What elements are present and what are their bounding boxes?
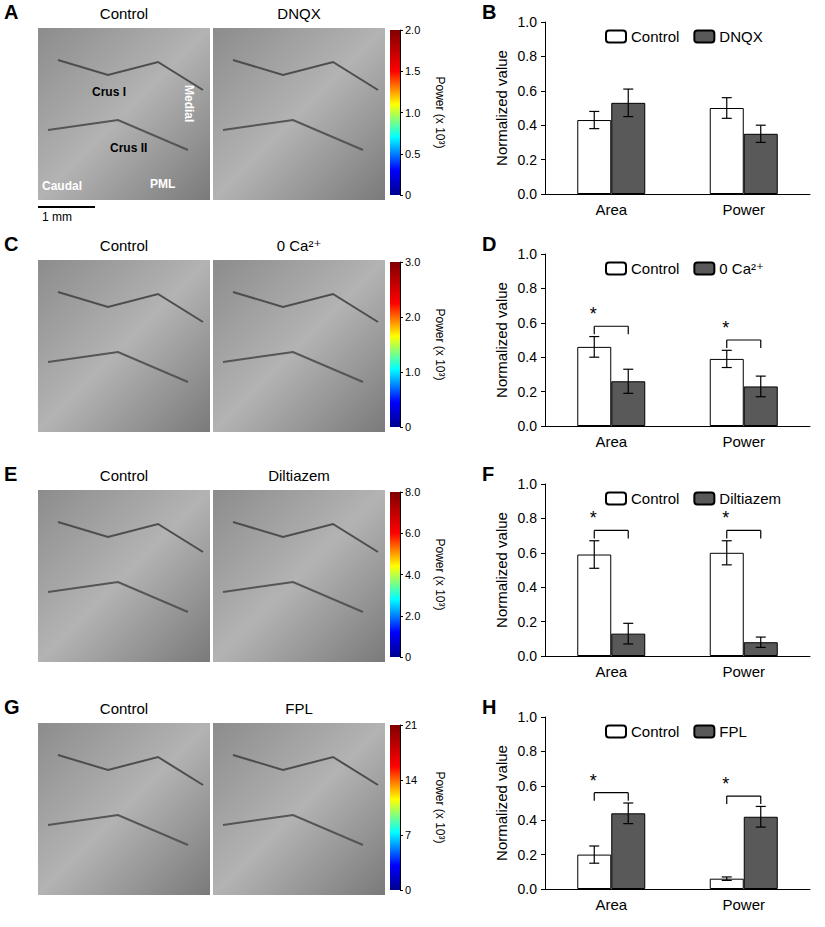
svg-text:0 Ca²⁺: 0 Ca²⁺ bbox=[719, 260, 764, 277]
svg-text:Diltiazem: Diltiazem bbox=[719, 490, 781, 507]
svg-text:0.2: 0.2 bbox=[518, 384, 538, 400]
svg-text:*: * bbox=[590, 508, 597, 528]
svg-text:B: B bbox=[482, 1, 496, 23]
svg-text:0.4: 0.4 bbox=[518, 579, 538, 595]
svg-text:0.6: 0.6 bbox=[518, 315, 538, 331]
svg-text:Power (x 10³): Power (x 10³) bbox=[433, 76, 447, 148]
svg-text:0.0: 0.0 bbox=[518, 648, 538, 664]
svg-text:*: * bbox=[590, 771, 597, 791]
svg-text:Power: Power bbox=[722, 433, 765, 450]
svg-text:Control: Control bbox=[100, 700, 148, 717]
svg-text:Power: Power bbox=[722, 663, 765, 680]
svg-text:H: H bbox=[482, 696, 496, 718]
svg-text:7: 7 bbox=[405, 829, 411, 841]
svg-text:Area: Area bbox=[595, 896, 627, 913]
svg-text:8.0: 8.0 bbox=[405, 486, 420, 498]
svg-text:FPL: FPL bbox=[719, 723, 747, 740]
svg-text:1 mm: 1 mm bbox=[42, 210, 72, 224]
svg-text:0.4: 0.4 bbox=[518, 117, 538, 133]
svg-text:0.5: 0.5 bbox=[405, 148, 420, 160]
svg-text:E: E bbox=[4, 463, 17, 485]
svg-text:0: 0 bbox=[405, 421, 411, 433]
svg-text:Area: Area bbox=[595, 433, 627, 450]
svg-text:21: 21 bbox=[405, 719, 417, 731]
svg-text:Area: Area bbox=[595, 201, 627, 218]
svg-text:Normalized value: Normalized value bbox=[493, 282, 510, 398]
svg-text:Normalized value: Normalized value bbox=[493, 512, 510, 628]
svg-text:0.2: 0.2 bbox=[518, 614, 538, 630]
svg-text:*: * bbox=[590, 304, 597, 324]
svg-text:0 Ca²⁺: 0 Ca²⁺ bbox=[277, 237, 322, 254]
svg-text:1.0: 1.0 bbox=[518, 709, 538, 725]
svg-text:0: 0 bbox=[405, 651, 411, 663]
svg-text:1.0: 1.0 bbox=[518, 476, 538, 492]
svg-text:0: 0 bbox=[405, 884, 411, 896]
svg-text:14: 14 bbox=[405, 774, 417, 786]
svg-text:0.8: 0.8 bbox=[518, 48, 538, 64]
svg-text:3.0: 3.0 bbox=[405, 256, 420, 268]
svg-text:Power: Power bbox=[722, 896, 765, 913]
svg-text:1.0: 1.0 bbox=[405, 366, 420, 378]
svg-text:C: C bbox=[4, 233, 18, 255]
svg-text:DNQX: DNQX bbox=[277, 5, 320, 22]
svg-text:Control: Control bbox=[631, 28, 679, 45]
svg-text:0.6: 0.6 bbox=[518, 83, 538, 99]
svg-text:0.8: 0.8 bbox=[518, 743, 538, 759]
svg-text:DNQX: DNQX bbox=[719, 28, 762, 45]
svg-text:1.5: 1.5 bbox=[405, 65, 420, 77]
svg-text:Control: Control bbox=[631, 260, 679, 277]
svg-text:0.2: 0.2 bbox=[518, 152, 538, 168]
svg-text:Power (x 10³): Power (x 10³) bbox=[433, 308, 447, 380]
svg-text:2.0: 2.0 bbox=[405, 311, 420, 323]
svg-text:2.0: 2.0 bbox=[405, 24, 420, 36]
svg-text:F: F bbox=[482, 463, 494, 485]
svg-text:Control: Control bbox=[100, 467, 148, 484]
svg-text:6.0: 6.0 bbox=[405, 527, 420, 539]
svg-text:PML: PML bbox=[150, 177, 175, 191]
svg-text:*: * bbox=[722, 508, 729, 528]
svg-text:*: * bbox=[722, 318, 729, 338]
svg-text:D: D bbox=[482, 233, 496, 255]
svg-text:0.2: 0.2 bbox=[518, 847, 538, 863]
svg-text:Power: Power bbox=[722, 201, 765, 218]
svg-text:0.4: 0.4 bbox=[518, 349, 538, 365]
svg-text:0: 0 bbox=[405, 189, 411, 201]
svg-text:Control: Control bbox=[100, 237, 148, 254]
svg-text:A: A bbox=[4, 1, 18, 23]
svg-text:Power (x 10³): Power (x 10³) bbox=[433, 538, 447, 610]
svg-text:2.0: 2.0 bbox=[405, 610, 420, 622]
svg-text:Medial: Medial bbox=[182, 85, 196, 122]
svg-text:0.0: 0.0 bbox=[518, 186, 538, 202]
svg-text:1.0: 1.0 bbox=[405, 107, 420, 119]
svg-text:*: * bbox=[722, 774, 729, 794]
svg-text:0.6: 0.6 bbox=[518, 778, 538, 794]
svg-text:0.8: 0.8 bbox=[518, 510, 538, 526]
svg-text:0.6: 0.6 bbox=[518, 545, 538, 561]
svg-text:Normalized value: Normalized value bbox=[493, 50, 510, 166]
svg-text:Control: Control bbox=[631, 723, 679, 740]
svg-text:Crus II: Crus II bbox=[110, 141, 147, 155]
svg-text:Diltiazem: Diltiazem bbox=[268, 467, 330, 484]
svg-text:0.8: 0.8 bbox=[518, 280, 538, 296]
svg-text:Control: Control bbox=[100, 5, 148, 22]
svg-text:Caudal: Caudal bbox=[42, 179, 82, 193]
svg-text:4.0: 4.0 bbox=[405, 569, 420, 581]
svg-text:0.0: 0.0 bbox=[518, 881, 538, 897]
svg-text:0.4: 0.4 bbox=[518, 812, 538, 828]
svg-text:1.0: 1.0 bbox=[518, 246, 538, 262]
svg-text:FPL: FPL bbox=[285, 700, 313, 717]
svg-text:G: G bbox=[4, 696, 20, 718]
svg-text:Power (x 10³): Power (x 10³) bbox=[433, 771, 447, 843]
svg-text:1.0: 1.0 bbox=[518, 14, 538, 30]
svg-text:Normalized value: Normalized value bbox=[493, 745, 510, 861]
svg-text:Crus I: Crus I bbox=[92, 85, 126, 99]
svg-text:Control: Control bbox=[631, 490, 679, 507]
svg-text:Area: Area bbox=[595, 663, 627, 680]
svg-text:0.0: 0.0 bbox=[518, 418, 538, 434]
